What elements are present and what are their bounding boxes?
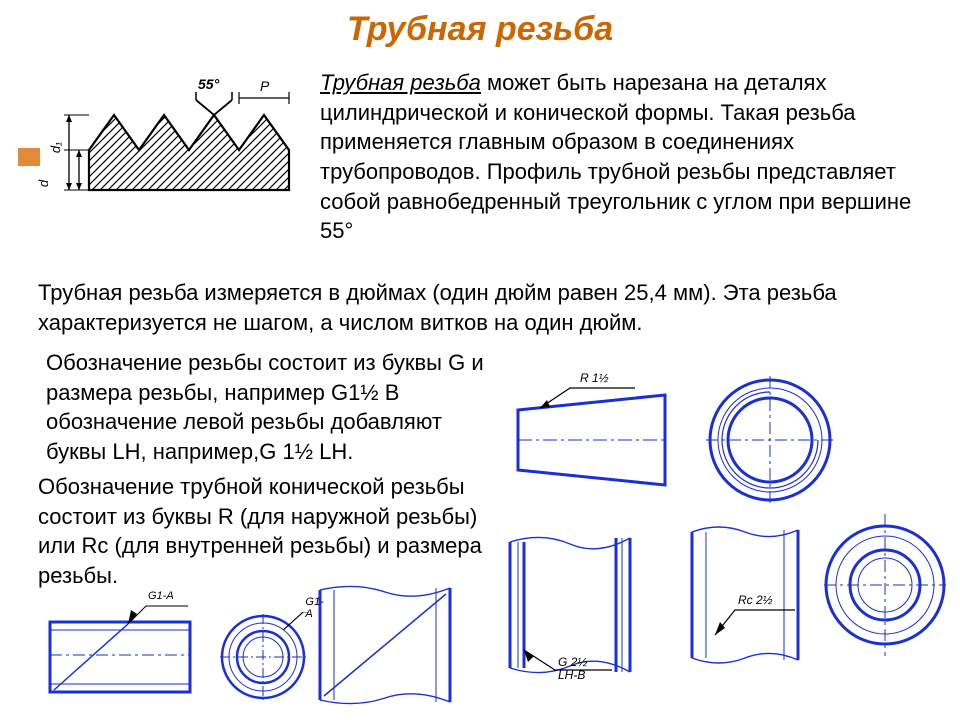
ring-end-view-large — [820, 510, 950, 660]
cone-side-view: R 1½ — [500, 380, 680, 500]
gla-label-2: G1-A — [305, 596, 323, 620]
paragraph-r-designation: Обозначение трубной конической резьбы со… — [38, 472, 498, 591]
angle-label: 55° — [198, 76, 219, 92]
rc-leader-label: Rc 2½ — [738, 593, 773, 607]
page-title: Трубная резьба — [0, 10, 960, 49]
r-leader-label: R 1½ — [580, 371, 609, 385]
ring-end-view-small: G1-A — [218, 612, 308, 702]
accent-bar — [18, 148, 40, 166]
d-label: d — [36, 180, 51, 187]
term-pipe-thread: Трубная резьба — [320, 70, 481, 95]
cone-end-view — [700, 370, 840, 510]
d1-label: d₁ — [48, 142, 63, 153]
g-lh-leader-label: G 2½ LH-B — [558, 656, 587, 682]
pipe-section-view: G 2½ LH-B — [500, 530, 640, 680]
rc-section-view: Rc 2½ — [680, 520, 810, 670]
g-section-view — [310, 580, 460, 710]
paragraph-definition-body: может быть нарезана на деталях цилиндрич… — [320, 70, 911, 243]
pitch-label: P — [260, 78, 269, 94]
cylinder-side-view: G1-A — [40, 600, 200, 710]
thread-profile-diagram: 55° P d d₁ — [34, 80, 314, 220]
gla-label-1: G1-A — [148, 590, 174, 602]
paragraph-definition: Трубная резьба может быть нарезана на де… — [320, 68, 940, 246]
paragraph-inches: Трубная резьба измеряется в дюймах (один… — [38, 278, 938, 337]
paragraph-g-designation: Обозначение резьбы состоит из буквы G и … — [46, 348, 506, 467]
